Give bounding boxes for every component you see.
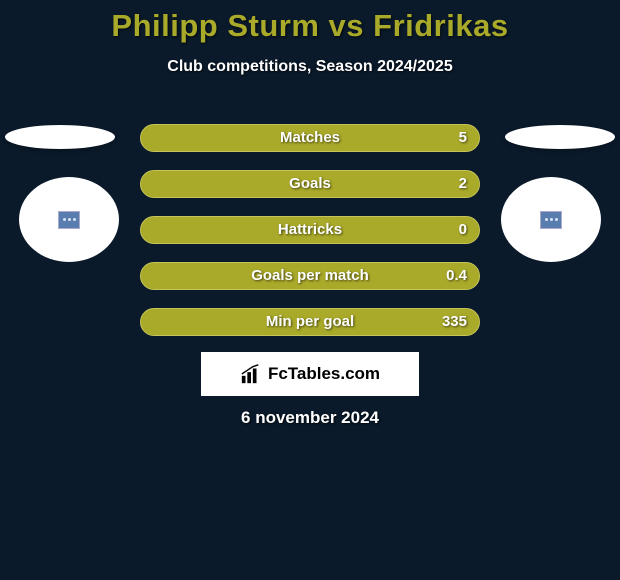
stat-label: Min per goal — [141, 313, 479, 330]
page-title: Philipp Sturm vs Fridrikas — [0, 0, 620, 44]
stat-right-value: 335 — [442, 313, 467, 330]
stat-right-value: 5 — [459, 129, 467, 146]
player-left-shadow — [5, 125, 115, 149]
avatar-placeholder-icon — [540, 211, 562, 229]
brand-badge: FcTables.com — [201, 352, 419, 396]
stat-row-min-per-goal: Min per goal 335 — [140, 308, 480, 336]
stat-row-goals: Goals 2 — [140, 170, 480, 198]
brand-text: FcTables.com — [268, 364, 380, 384]
stat-label: Matches — [141, 129, 479, 146]
stat-right-value: 2 — [459, 175, 467, 192]
bar-chart-icon — [240, 363, 262, 385]
stat-row-hattricks: Hattricks 0 — [140, 216, 480, 244]
player-left-avatar — [19, 177, 119, 262]
stats-panel: Matches 5 Goals 2 Hattricks 0 Goals per … — [140, 124, 480, 354]
stat-right-value: 0.4 — [446, 267, 467, 284]
stat-right-value: 0 — [459, 221, 467, 238]
stat-label: Goals — [141, 175, 479, 192]
stat-label: Goals per match — [141, 267, 479, 284]
comparison-infographic: Philipp Sturm vs Fridrikas Club competit… — [0, 0, 620, 580]
footer-date: 6 november 2024 — [0, 408, 620, 428]
stat-row-goals-per-match: Goals per match 0.4 — [140, 262, 480, 290]
avatar-placeholder-icon — [58, 211, 80, 229]
player-right-shadow — [505, 125, 615, 149]
stat-label: Hattricks — [141, 221, 479, 238]
stat-row-matches: Matches 5 — [140, 124, 480, 152]
page-subtitle: Club competitions, Season 2024/2025 — [0, 58, 620, 76]
player-right-avatar — [501, 177, 601, 262]
